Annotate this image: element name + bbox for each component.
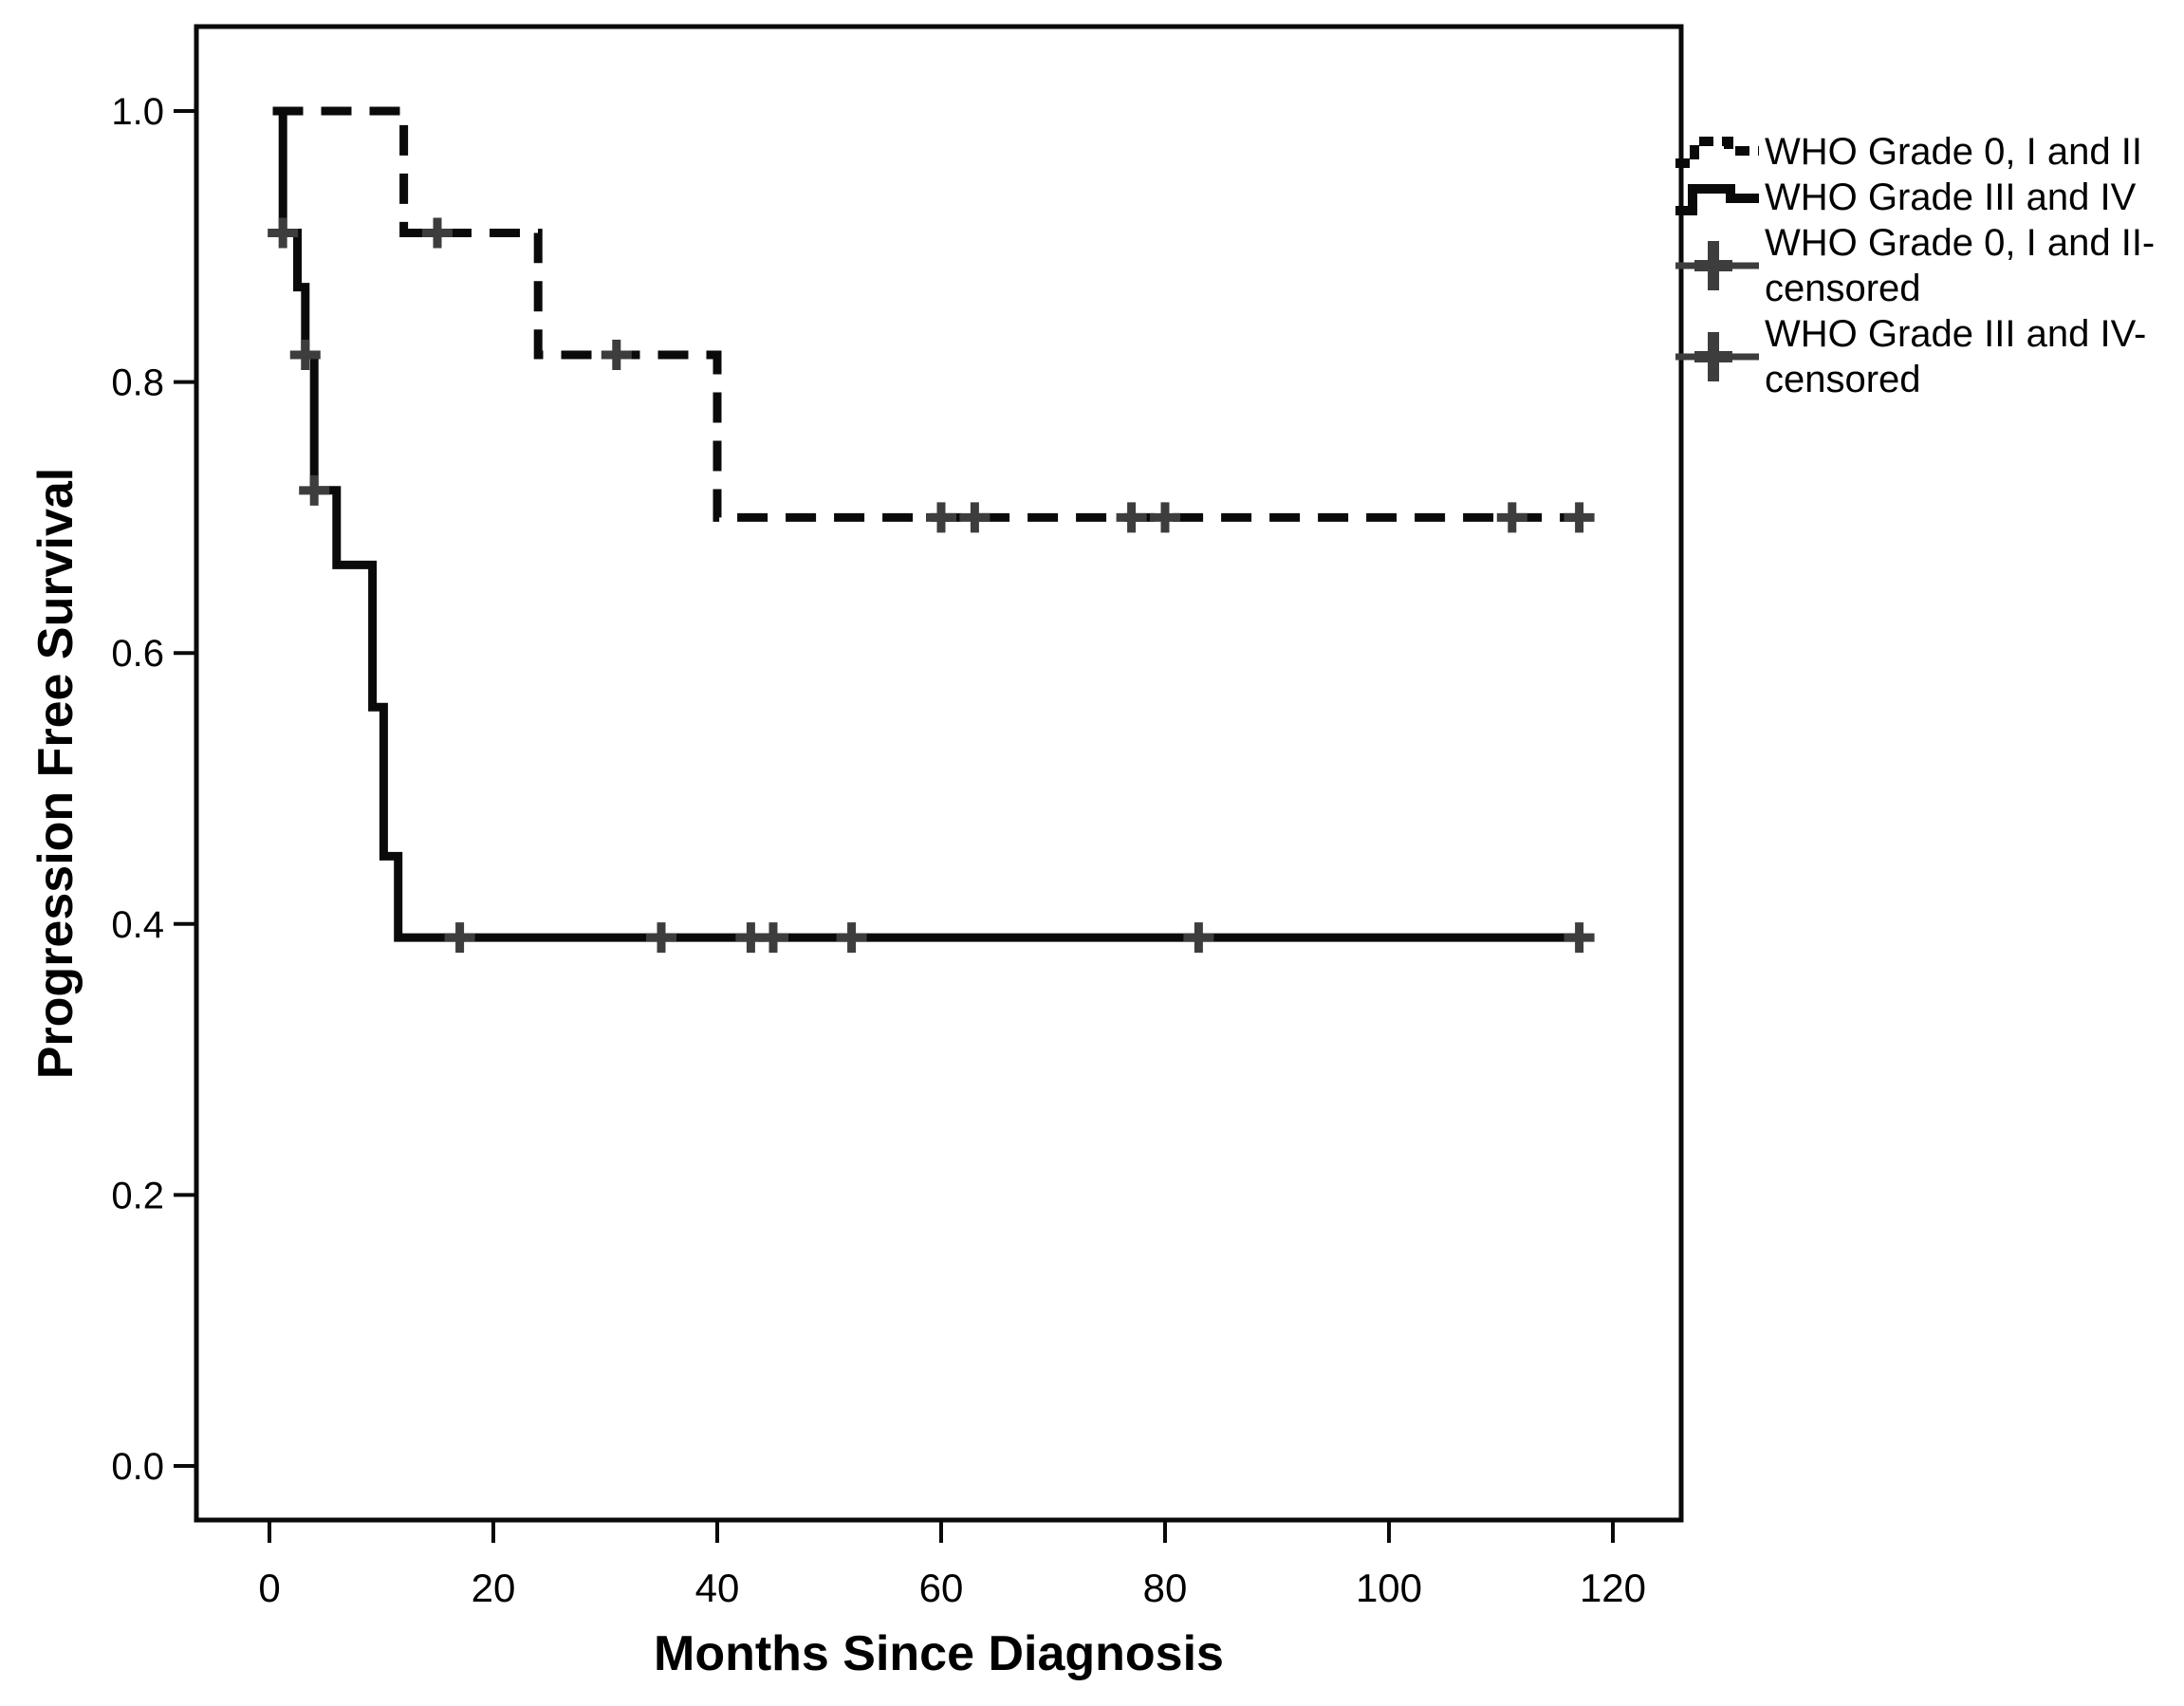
x-axis-title: Months Since Diagnosis <box>654 1626 1224 1681</box>
censored-plus-icon <box>1675 241 1759 290</box>
km-curve-who-grade-0-1-2 <box>272 106 1580 522</box>
legend-label-grade-3-4: WHO Grade III and IV <box>1765 175 2136 220</box>
x-tick-label: 40 <box>695 1566 740 1610</box>
censor-mark <box>1150 502 1180 533</box>
dashed-step-line-icon <box>1675 137 1759 168</box>
y-tick-label: 0.4 <box>111 904 164 946</box>
legend-text: WHO Grade III and IV- <box>1765 313 2147 355</box>
y-tick-label: 0.6 <box>111 633 164 675</box>
x-tick-label: 20 <box>472 1566 516 1610</box>
y-tick-label: 0.8 <box>111 362 164 404</box>
censor-mark <box>1496 502 1527 533</box>
legend-text: WHO Grade 0, I and II- <box>1765 222 2156 264</box>
legend-item-grade-0-1-2-censored: WHO Grade 0, I and II- censored <box>1674 220 2184 311</box>
y-tick-label: 0.2 <box>111 1175 164 1216</box>
censor-mark <box>1183 922 1214 954</box>
censor-mark <box>1564 502 1595 533</box>
censor-mark <box>758 922 788 954</box>
legend-item-grade-3-4: WHO Grade III and IV <box>1674 175 2184 220</box>
censor-mark <box>1116 502 1147 533</box>
legend-text: WHO Grade 0, I and II <box>1765 131 2142 173</box>
censor-mark <box>646 922 676 954</box>
legend-label-grade-0-1-2: WHO Grade 0, I and II <box>1765 129 2142 175</box>
legend-text: censored <box>1765 268 1921 309</box>
solid-step-line-icon <box>1675 184 1759 215</box>
censor-mark <box>601 340 632 371</box>
chart-legend: WHO Grade 0, I and II WHO Grade III and … <box>1674 129 2184 402</box>
censor-mark <box>959 502 990 533</box>
x-tick-label: 0 <box>258 1566 280 1610</box>
x-tick-label: 100 <box>1356 1566 1422 1610</box>
legend-text: WHO Grade III and IV <box>1765 176 2137 218</box>
legend-text: censored <box>1765 359 1921 400</box>
censor-mark <box>299 474 330 506</box>
y-tick-label: 0.0 <box>111 1446 164 1488</box>
censor-mark <box>422 217 453 249</box>
legend-label-grade-0-1-2-censored: WHO Grade 0, I and II- censored <box>1765 220 2155 311</box>
censor-mark <box>289 340 321 371</box>
x-tick-label: 60 <box>919 1566 964 1610</box>
censor-mark <box>444 922 475 954</box>
plot-border <box>194 24 1684 1523</box>
legend-label-grade-3-4-censored: WHO Grade III and IV- censored <box>1765 311 2146 402</box>
legend-item-grade-0-1-2: WHO Grade 0, I and II <box>1674 129 2184 175</box>
legend-item-grade-3-4-censored: WHO Grade III and IV- censored <box>1674 311 2184 402</box>
x-tick-label: 80 <box>1143 1566 1188 1610</box>
censor-mark <box>926 502 956 533</box>
censored-plus-icon <box>1675 332 1759 381</box>
y-tick-label: 1.0 <box>111 91 164 133</box>
censor-mark <box>268 217 299 249</box>
censor-mark <box>1564 922 1595 954</box>
censor-mark <box>836 922 867 954</box>
x-tick-label: 120 <box>1580 1566 1646 1610</box>
y-axis-title: Progression Free Survival <box>28 468 83 1080</box>
